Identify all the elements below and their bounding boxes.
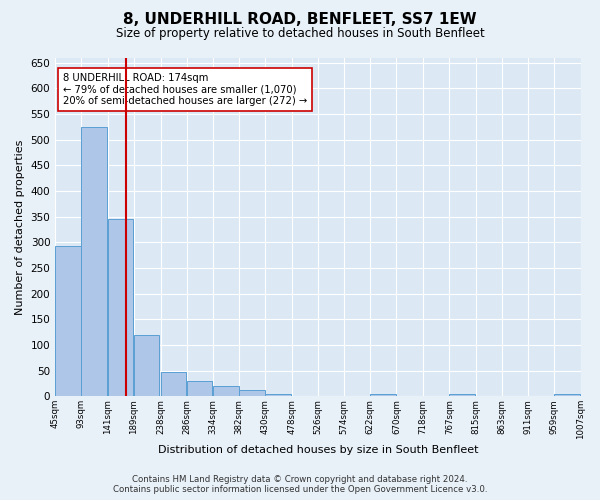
Bar [187,381,212,396]
Y-axis label: Number of detached properties: Number of detached properties [15,139,25,314]
Bar [82,127,107,396]
Bar [213,386,239,396]
X-axis label: Distribution of detached houses by size in South Benfleet: Distribution of detached houses by size … [158,445,478,455]
Bar [554,394,580,396]
Bar [134,334,160,396]
Bar [449,394,475,396]
Bar [239,390,265,396]
Bar [161,372,186,396]
Bar [55,246,81,396]
Bar [265,394,291,396]
Text: 8 UNDERHILL ROAD: 174sqm
← 79% of detached houses are smaller (1,070)
20% of sem: 8 UNDERHILL ROAD: 174sqm ← 79% of detach… [63,72,307,106]
Bar [107,219,133,396]
Bar [370,394,396,396]
Text: Contains HM Land Registry data © Crown copyright and database right 2024.
Contai: Contains HM Land Registry data © Crown c… [113,474,487,494]
Text: Size of property relative to detached houses in South Benfleet: Size of property relative to detached ho… [116,28,484,40]
Text: 8, UNDERHILL ROAD, BENFLEET, SS7 1EW: 8, UNDERHILL ROAD, BENFLEET, SS7 1EW [123,12,477,28]
